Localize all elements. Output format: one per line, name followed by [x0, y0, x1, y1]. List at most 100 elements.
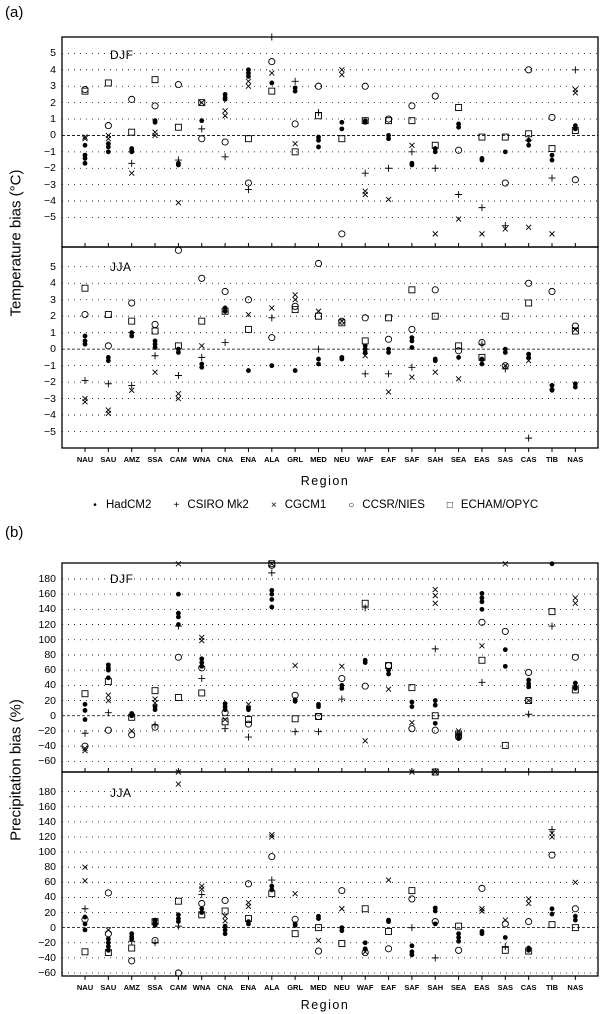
- data-point-cgcm1: [315, 937, 322, 944]
- data-point-csiro-mk2: [244, 186, 252, 194]
- data-point-hadcm2: [479, 361, 485, 367]
- data-point-ccsr-nies: [314, 259, 323, 268]
- data-point-csiro-mk2: [174, 622, 182, 630]
- data-point-csiro-mk2: [548, 174, 556, 182]
- data-point-hadcm2: [292, 922, 298, 928]
- data-point-hadcm2: [82, 717, 88, 722]
- data-point-echam-opyc: [315, 112, 322, 120]
- region-label-grl: GRL: [287, 455, 304, 464]
- data-point-echam-opyc: [455, 922, 463, 930]
- plus-marker-icon: +: [173, 500, 180, 511]
- data-point-hadcm2: [292, 698, 298, 704]
- region-label-cna: CNA: [216, 983, 234, 992]
- data-point-cgcm1: [549, 231, 555, 237]
- y-tick-label: 0: [50, 129, 56, 142]
- region-label-neu: NEU: [333, 983, 350, 992]
- data-point-hadcm2: [82, 338, 88, 344]
- data-point-hadcm2: [82, 152, 88, 158]
- y-tick-label: −5: [44, 211, 56, 224]
- legend-label: ECHAM/OPYC: [460, 499, 539, 511]
- data-point-hadcm2: [479, 591, 485, 596]
- data-point-ccsr-nies: [478, 884, 486, 892]
- y-tick-label: 160: [38, 588, 56, 601]
- data-point-csiro-mk2: [174, 922, 182, 930]
- data-point-hadcm2: [82, 160, 88, 166]
- y-tick-label: 0: [50, 921, 56, 934]
- data-point-csiro-mk2: [478, 678, 486, 686]
- data-point-hadcm2: [502, 350, 508, 355]
- data-point-cgcm1: [525, 697, 532, 704]
- data-point-ccsr-nies: [525, 279, 533, 287]
- data-point-ccsr-nies: [571, 176, 579, 184]
- data-point-ccsr-nies: [151, 320, 159, 328]
- region-label-tib: TIB: [545, 983, 559, 992]
- data-point-cgcm1: [105, 135, 112, 142]
- data-point-hadcm2: [199, 361, 205, 367]
- data-point-hadcm2: [549, 157, 555, 163]
- data-point-hadcm2: [246, 921, 251, 927]
- y-tick-label: −3: [44, 178, 56, 191]
- y-tick-label: −60: [38, 755, 56, 768]
- data-point-echam-opyc: [548, 608, 556, 616]
- data-point-ccsr-nies: [128, 731, 136, 739]
- data-point-csiro-mk2: [548, 622, 556, 630]
- data-point-hadcm2: [199, 118, 205, 124]
- data-point-hadcm2: [456, 935, 461, 940]
- data-point-csiro-mk2: [431, 645, 439, 653]
- y-tick-label: 3: [50, 80, 56, 93]
- data-point-echam-opyc: [81, 87, 89, 95]
- data-point-csiro-mk2: [198, 353, 206, 361]
- data-point-ccsr-nies: [408, 102, 416, 110]
- data-point-ccsr-nies: [384, 335, 393, 343]
- data-point-csiro-mk2: [571, 66, 579, 74]
- data-point-echam-opyc: [151, 76, 159, 84]
- data-point-cgcm1: [455, 216, 462, 222]
- data-point-ccsr-nies: [151, 723, 159, 731]
- data-point-cgcm1: [432, 592, 439, 599]
- data-point-echam-opyc: [104, 678, 112, 686]
- data-point-ccsr-nies: [384, 945, 393, 953]
- data-point-ccsr-nies: [431, 92, 439, 100]
- data-point-hadcm2: [316, 361, 321, 367]
- x-axis-title-a: Region: [300, 474, 350, 488]
- data-point-echam-opyc: [501, 946, 509, 954]
- data-point-csiro-mk2: [268, 569, 276, 577]
- data-point-cgcm1: [105, 692, 112, 699]
- data-point-echam-opyc: [571, 924, 579, 932]
- data-point-echam-opyc: [198, 317, 206, 325]
- data-point-hadcm2: [409, 162, 415, 168]
- data-point-cgcm1: [175, 199, 182, 206]
- data-point-hadcm2: [549, 152, 555, 158]
- data-point-hadcm2: [129, 333, 135, 339]
- data-point-echam-opyc: [291, 148, 299, 156]
- data-point-echam-opyc: [81, 690, 89, 698]
- data-point-hadcm2: [456, 931, 461, 937]
- legend-item-csiro: + CSIRO Mk2: [171, 499, 248, 511]
- data-point-csiro-mk2: [221, 339, 229, 347]
- y-tick-label: 60: [44, 876, 56, 889]
- data-point-hadcm2: [246, 67, 251, 73]
- data-point-cgcm1: [105, 927, 112, 933]
- data-point-ccsr-nies: [268, 334, 276, 342]
- data-point-ccsr-nies: [128, 95, 136, 103]
- region-label-eaf: EAF: [381, 455, 397, 464]
- data-point-echam-opyc: [291, 715, 299, 723]
- data-point-ccsr-nies: [338, 887, 346, 895]
- data-point-hadcm2: [409, 699, 415, 705]
- data-point-csiro-mk2: [81, 376, 89, 384]
- region-label-sea: SEA: [450, 983, 467, 992]
- data-point-hadcm2: [409, 335, 415, 341]
- data-point-ccsr-nies: [81, 915, 89, 923]
- data-point-echam-opyc: [455, 730, 463, 738]
- y-tick-label: −1: [44, 145, 56, 158]
- data-point-echam-opyc: [128, 317, 136, 325]
- data-point-cgcm1: [432, 600, 439, 607]
- data-point-ccsr-nies: [501, 920, 509, 928]
- data-point-echam-opyc: [104, 79, 112, 87]
- data-point-csiro-mk2: [525, 136, 533, 144]
- data-point-hadcm2: [432, 149, 438, 155]
- data-point-hadcm2: [339, 928, 345, 934]
- data-point-cgcm1: [479, 231, 485, 237]
- data-point-ccsr-nies: [361, 82, 369, 90]
